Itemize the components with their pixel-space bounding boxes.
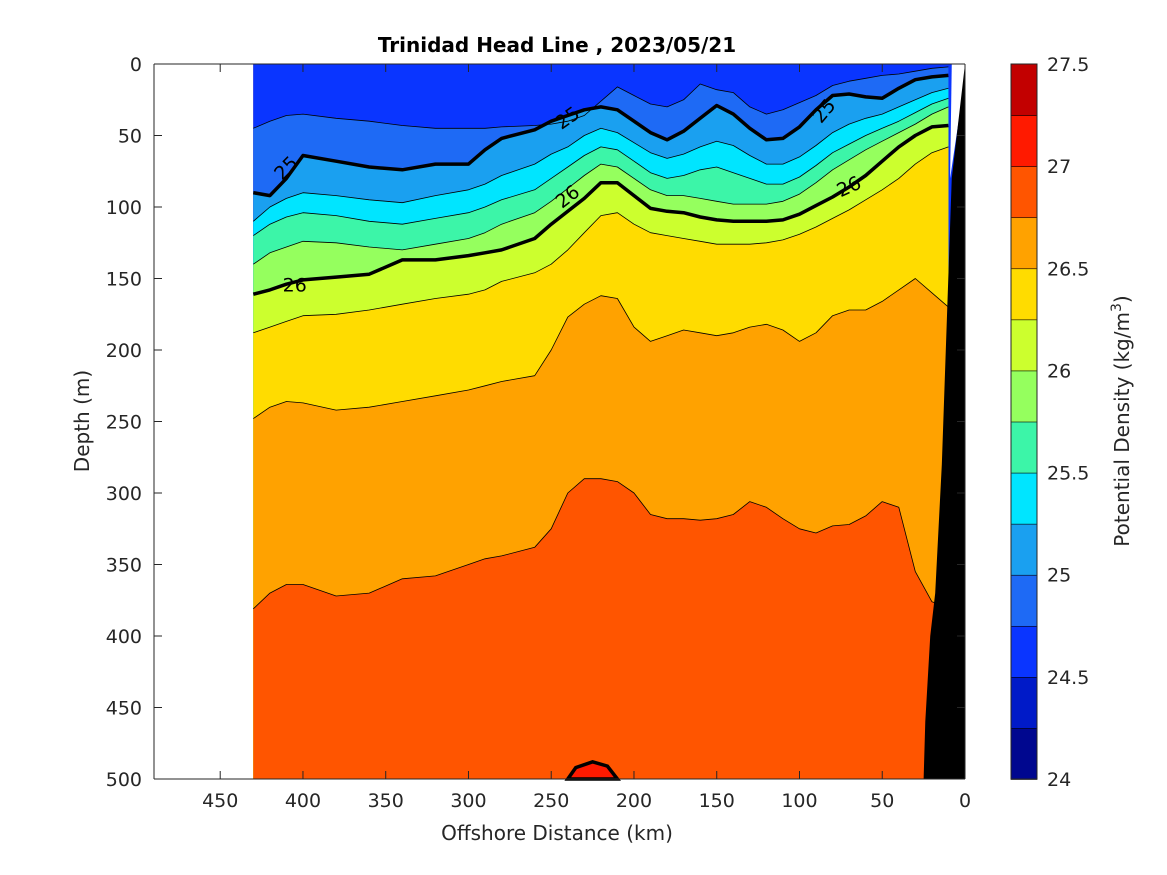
colorbar-segment — [1010, 472, 1038, 525]
x-tick-label: 200 — [616, 790, 652, 812]
colorbar-tick-label: 27.5 — [1047, 54, 1089, 76]
y-tick-label: 50 — [118, 126, 142, 148]
y-tick-label: 250 — [106, 412, 142, 434]
x-tick-label: 400 — [285, 790, 321, 812]
y-tick-label: 200 — [106, 340, 142, 362]
colorbar-segment — [1010, 267, 1038, 321]
contour-line-bold — [252, 73, 949, 198]
colorbar: 24 24.5 25 25.5 26 26.5 27 27.5 — [1010, 54, 1089, 791]
seafloor-mask — [923, 64, 965, 779]
colorbar-tick-label: 24.5 — [1047, 667, 1089, 689]
y-tick-label: 350 — [106, 555, 142, 577]
colorbar-tick-label: 26 — [1047, 360, 1071, 382]
x-axis-label: Offshore Distance (km) — [441, 821, 673, 845]
colorbar-label-superscript: 3 — [1109, 303, 1125, 312]
contour-line — [253, 106, 949, 265]
y-tick-label: 500 — [106, 769, 142, 791]
y-tick-label: 400 — [106, 626, 142, 648]
colorbar-label: Potential Density (kg/m3) — [1109, 295, 1134, 546]
colorbar-segment — [1010, 63, 1038, 116]
x-tick-label: 100 — [781, 790, 817, 812]
contour-line-bold — [252, 123, 949, 296]
colorbar-segment — [1010, 370, 1038, 423]
y-tick-label: 0 — [130, 54, 142, 76]
colorbar-label-main: Potential Density (kg/m — [1110, 312, 1134, 547]
colorbar-tick-label: 25.5 — [1047, 463, 1089, 485]
colorbar-label-suffix: ) — [1110, 295, 1134, 303]
colorbar-segment — [1010, 574, 1038, 627]
y-tick-label: 300 — [106, 483, 142, 505]
colorbar-tick-label: 24 — [1047, 769, 1071, 791]
density-band-26.75 — [253, 478, 949, 779]
colorbar-tick-label: 26.5 — [1047, 258, 1089, 280]
contour-line — [253, 478, 949, 610]
contour-label-text: 26 — [283, 275, 307, 297]
plot-area — [253, 64, 965, 781]
coast-gap — [950, 64, 965, 179]
y-tick-label: 100 — [106, 197, 142, 219]
x-tick-label: 0 — [959, 790, 971, 812]
x-tick-label: 50 — [870, 790, 894, 812]
y-tick-label: 450 — [106, 698, 142, 720]
y-tick-label: 150 — [106, 269, 142, 291]
axes: 450 400 350 300 250 200 150 100 50 00501001502002… — [106, 54, 971, 812]
colorbar-segment — [1010, 216, 1038, 270]
colorbar-segment — [1010, 676, 1038, 729]
colorbar-segment — [1010, 319, 1038, 372]
colorbar-segment — [1010, 421, 1038, 474]
chart-title: Trinidad Head Line , 2023/05/21 — [378, 33, 736, 57]
colorbar-segment — [1010, 165, 1038, 219]
contour-label-3: 26 — [283, 275, 307, 297]
contour-lines — [252, 63, 949, 610]
colorbar-border — [1010, 63, 1038, 780]
contour-line — [253, 146, 949, 334]
contour-line — [253, 97, 949, 236]
colorbar-segment — [1010, 727, 1038, 780]
x-tick-label: 450 — [202, 790, 238, 812]
colorbar-segment — [1010, 523, 1038, 576]
x-tick-label: 150 — [699, 790, 735, 812]
y-axis-label: Depth (m) — [70, 370, 94, 472]
x-tick-label: 300 — [450, 790, 486, 812]
contour-line — [253, 278, 949, 419]
contour-line — [253, 87, 949, 222]
colorbar-tick-label: 27 — [1047, 156, 1071, 178]
colorbar-tick-label: 25 — [1047, 565, 1071, 587]
colorbar-segment — [1010, 114, 1038, 167]
x-tick-label: 350 — [368, 790, 404, 812]
contour-line — [253, 66, 949, 129]
x-tick-label: 250 — [533, 790, 569, 812]
colorbar-segment — [1010, 625, 1038, 678]
